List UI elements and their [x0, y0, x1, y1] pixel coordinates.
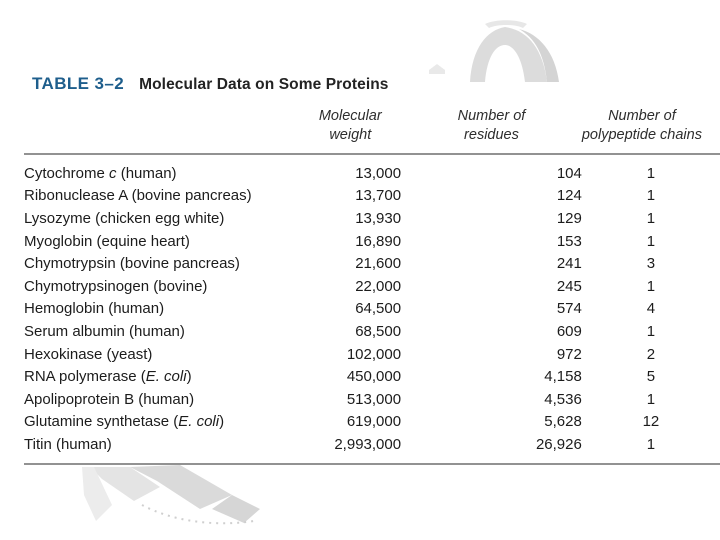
table-header: Molecular weight Number of residues Number o… [24, 100, 720, 155]
cell-mw: 13,930 [355, 209, 402, 227]
faded-image-fragment-bottom [82, 465, 260, 525]
column-header-chains: Number of polypeptide chains [581, 100, 720, 155]
cell-residues: 26,926 [535, 435, 582, 453]
cell-chains: 1 [646, 209, 656, 227]
cell-residues: 574 [556, 300, 582, 318]
cell-residues: 609 [556, 322, 582, 340]
cell-chains: 5 [646, 368, 656, 386]
cell-name: Hemoglobin (human) [24, 300, 165, 318]
table-row: Glutamine synthetase (E. coli) 619,000 5,6… [24, 411, 720, 434]
cell-chains: 1 [646, 390, 656, 408]
column-header-name [24, 100, 300, 155]
table-row: Apolipoprotein B (human) 513,000 4,536 1 [24, 388, 720, 411]
cell-name: Titin (human) [24, 435, 112, 453]
cell-mw: 68,500 [355, 322, 402, 340]
cell-chains: 4 [646, 300, 656, 318]
cell-chains: 2 [646, 345, 656, 363]
cell-mw: 21,600 [355, 255, 402, 273]
table-row: Hemoglobin (human) 64,500 574 4 [24, 298, 720, 321]
cell-mw: 513,000 [346, 390, 402, 408]
column-header-mw: Molecular weight [299, 100, 402, 155]
cell-residues: 4,158 [544, 368, 582, 386]
cell-mw: 64,500 [355, 300, 402, 318]
cell-chains: 12 [642, 413, 660, 431]
cell-chains: 3 [646, 255, 656, 273]
protein-data-table: Molecular weight Number of residues Number o… [24, 100, 720, 465]
table-row: Lysozyme (chicken egg white) 13,930 129 1 [24, 207, 720, 230]
cell-residues: 124 [556, 187, 582, 205]
cell-name: Hexokinase (yeast) [24, 345, 153, 363]
cell-mw: 22,000 [355, 277, 402, 295]
cell-mw: 619,000 [346, 413, 402, 431]
table-row: Ribonuclease A (bovine pancreas) 13,700 12… [24, 185, 720, 208]
cell-chains: 1 [646, 277, 656, 295]
cell-residues: 129 [556, 209, 582, 227]
cell-residues: 241 [556, 255, 582, 273]
cell-name: Chymotrypsinogen (bovine) [24, 277, 208, 295]
cell-mw: 13,700 [355, 187, 402, 205]
cell-chains: 1 [646, 164, 656, 182]
cell-name: Apolipoprotein B (human) [24, 390, 195, 408]
cell-mw: 13,000 [355, 164, 402, 182]
cell-name: Serum albumin (human) [24, 322, 185, 340]
cell-name: Cytochrome c (human) [24, 164, 177, 182]
cell-residues: 104 [556, 164, 582, 182]
table-row: Chymotrypsinogen (bovine) 22,000 245 1 [24, 275, 720, 298]
table-row: Myoglobin (equine heart) 16,890 153 1 [24, 230, 720, 253]
cell-chains: 1 [646, 187, 656, 205]
table-number-label: TABLE 3–2 [32, 74, 125, 93]
table-row: RNA polymerase (E. coli) 450,000 4,158 5 [24, 365, 720, 388]
cell-name: RNA polymerase (E. coli) [24, 368, 192, 386]
cell-mw: 450,000 [346, 368, 402, 386]
table-header-row: Molecular weight Number of residues Number o… [24, 100, 720, 155]
faded-image-fragment-top [429, 20, 559, 82]
table-row: Titin (human) 2,993,000 26,926 1 [24, 433, 720, 464]
cell-name: Myoglobin (equine heart) [24, 232, 190, 250]
table-row: Cytochrome c (human) 13,000 104 1 [24, 154, 720, 185]
cell-mw: 102,000 [346, 345, 402, 363]
cell-name: Glutamine synthetase (E. coli) [24, 413, 225, 431]
table-title: Molecular Data on Some Proteins [139, 76, 389, 93]
cell-name: Lysozyme (chicken egg white) [24, 209, 225, 227]
column-header-residues: Number of residues [401, 100, 582, 155]
cell-residues: 972 [556, 345, 582, 363]
table-row: Serum albumin (human) 68,500 609 1 [24, 320, 720, 343]
table-body: Cytochrome c (human) 13,000 104 1 Ribonuclea… [24, 154, 720, 464]
cell-residues: 5,628 [544, 413, 582, 431]
cell-chains: 1 [646, 435, 656, 453]
cell-name: Ribonuclease A (bovine pancreas) [24, 187, 252, 205]
table-row: Chymotrypsin (bovine pancreas) 21,600 241 3 [24, 252, 720, 275]
cell-residues: 4,536 [544, 390, 582, 408]
table-caption: TABLE 3–2 Molecular Data on Some Protein… [32, 74, 389, 94]
cell-chains: 1 [646, 322, 656, 340]
cell-mw: 16,890 [355, 232, 402, 250]
cell-chains: 1 [646, 232, 656, 250]
cell-name: Chymotrypsin (bovine pancreas) [24, 255, 240, 273]
cell-residues: 245 [556, 277, 582, 295]
cell-mw: 2,993,000 [334, 435, 402, 453]
cell-residues: 153 [556, 232, 582, 250]
table-row: Hexokinase (yeast) 102,000 972 2 [24, 343, 720, 366]
